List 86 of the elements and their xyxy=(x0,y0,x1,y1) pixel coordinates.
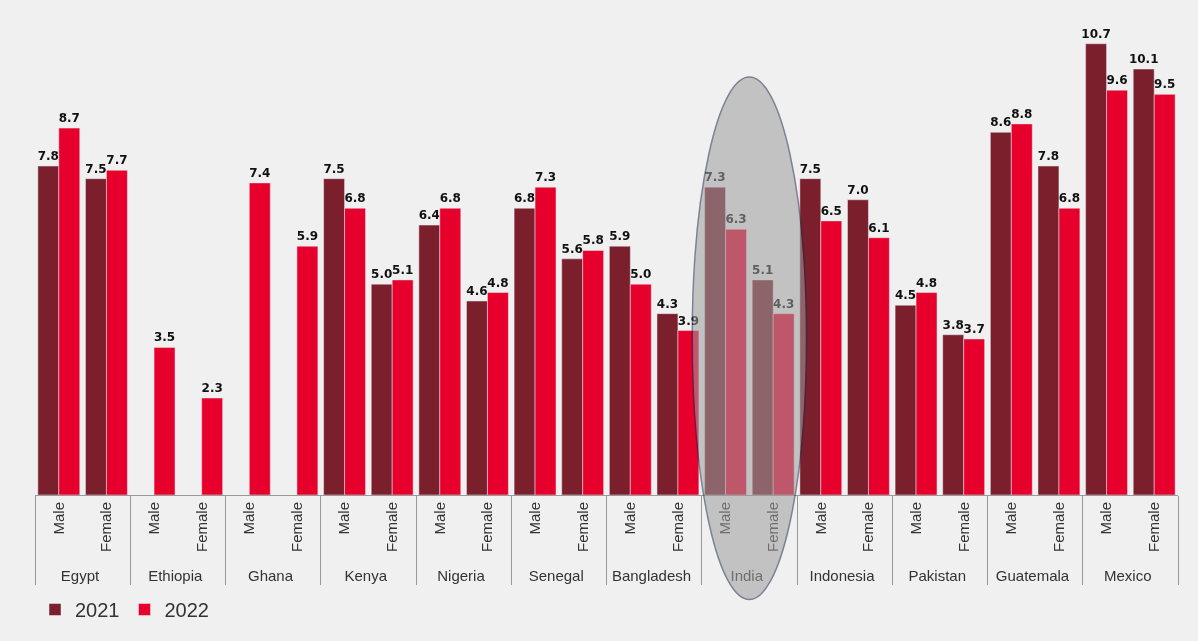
data-label: 6.8 xyxy=(513,191,536,206)
data-label: 4.5 xyxy=(894,288,917,303)
bar xyxy=(296,245,319,495)
x-tick-label: Female xyxy=(478,502,496,553)
data-label: 10.7 xyxy=(1081,26,1111,41)
data-label: 5.6 xyxy=(561,241,583,256)
text: Egypt xyxy=(60,567,101,585)
x-tick-label: Female xyxy=(287,502,305,553)
data-label: 10.1 xyxy=(1128,52,1159,67)
x-tick-label: Male xyxy=(906,502,924,535)
x-tick-label: Male xyxy=(716,502,734,535)
x-tick-label: Male xyxy=(144,502,162,535)
text: Nigeria xyxy=(437,567,486,585)
data-label: 5.9 xyxy=(296,229,319,244)
data-label: 5.9 xyxy=(609,229,631,244)
bar xyxy=(201,397,223,495)
data-label: 6.8 xyxy=(1058,191,1081,206)
data-label: 5.0 xyxy=(371,267,393,282)
data-label: 7.5 xyxy=(85,161,107,176)
data-label: 3.7 xyxy=(963,321,985,336)
text: Pakistan xyxy=(908,567,967,585)
legend-label: 2022 xyxy=(164,599,209,622)
x-tick-label: Male xyxy=(1002,502,1020,535)
text: Senegal xyxy=(528,567,584,585)
bar xyxy=(249,182,271,495)
x-tick-label: Female xyxy=(1049,502,1067,553)
x-tick-label: Female xyxy=(859,502,877,553)
text: Ghana xyxy=(247,567,294,585)
x-tick-label: Female xyxy=(764,502,782,553)
x-tick-label: Female xyxy=(192,502,210,553)
data-label: 6.3 xyxy=(725,212,747,227)
data-label: 7.0 xyxy=(847,182,869,197)
x-tick-label: Male xyxy=(430,502,448,535)
data-label: 5.1 xyxy=(392,262,414,277)
data-label: 3.9 xyxy=(677,313,700,328)
x-tick-label: Female xyxy=(573,502,591,553)
data-label: 7.8 xyxy=(37,149,59,164)
data-label: 2.3 xyxy=(201,381,223,395)
data-label: 5.8 xyxy=(582,233,604,248)
data-label: 6.8 xyxy=(439,191,461,206)
x-tick-label: Male xyxy=(525,502,543,535)
data-label: 3.5 xyxy=(153,330,176,345)
data-label: 9.6 xyxy=(1106,73,1128,88)
data-label: 6.1 xyxy=(868,220,890,235)
text: Kenya xyxy=(344,567,388,585)
data-label: 6.8 xyxy=(344,191,366,206)
data-label: 4.3 xyxy=(773,296,795,311)
text: Bangladesh xyxy=(611,567,692,585)
data-label: 6.4 xyxy=(418,208,440,223)
data-label: 5.0 xyxy=(630,267,652,282)
data-label: 7.4 xyxy=(249,165,271,180)
x-tick-label: Female xyxy=(954,502,972,553)
data-label: 7.5 xyxy=(799,161,821,176)
data-label: 7.8 xyxy=(1037,149,1060,164)
data-label: 7.3 xyxy=(704,170,726,185)
text: Mexico xyxy=(1104,567,1152,585)
data-label: 7.7 xyxy=(106,153,128,168)
data-label: 3.8 xyxy=(942,317,964,332)
x-tick-label: Female xyxy=(97,502,115,553)
data-label: 8.8 xyxy=(1011,106,1033,121)
x-tick-label: Male xyxy=(1097,502,1115,535)
data-label: 4.8 xyxy=(487,275,509,290)
x-tick-label: Female xyxy=(668,502,686,553)
x-tick-label: Female xyxy=(1145,502,1163,553)
x-tick-label: Male xyxy=(240,502,258,535)
data-label: 4.6 xyxy=(466,284,488,298)
x-tick-label: Male xyxy=(49,502,67,535)
data-label: 5.1 xyxy=(752,262,774,277)
data-label: 4.3 xyxy=(656,296,679,311)
x-tick-label: Male xyxy=(811,502,829,535)
text: Guatemala xyxy=(995,567,1070,585)
legend-label: 2021 xyxy=(75,599,120,622)
x-tick-label: Female xyxy=(383,502,401,553)
bar xyxy=(153,347,176,495)
text: India xyxy=(730,567,764,585)
data-label: 8.6 xyxy=(990,115,1012,130)
text: Ethiopia xyxy=(148,567,204,585)
x-tick-label: Male xyxy=(335,502,353,535)
data-label: 4.8 xyxy=(915,275,938,290)
text: Indonesia xyxy=(809,567,876,585)
data-label: 7.5 xyxy=(323,161,345,176)
data-label: 7.3 xyxy=(534,170,557,185)
data-label: 8.7 xyxy=(58,111,80,126)
x-tick-label: Male xyxy=(621,502,639,535)
data-label: 6.5 xyxy=(820,203,842,218)
data-label: 9.5 xyxy=(1154,77,1176,92)
